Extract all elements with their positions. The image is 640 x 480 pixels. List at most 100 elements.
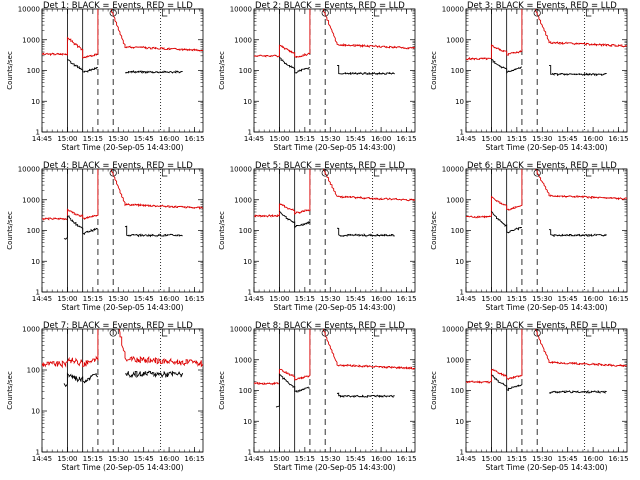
x-axis-label: Start Time (20-Sep-05 14:43:00) xyxy=(486,303,608,312)
x-tick-label: 14:45 xyxy=(244,135,264,143)
panel-title: Det 5: BLACK = Events, RED = LLD xyxy=(255,161,405,171)
panel-title: Det 1: BLACK = Events, RED = LLD xyxy=(43,1,193,11)
events-series-line xyxy=(67,59,183,74)
x-tick-label: 16:15 xyxy=(184,455,204,463)
events-series-line xyxy=(63,370,184,388)
lld-series-line xyxy=(466,169,627,219)
y-tick-label: 10000 xyxy=(442,326,464,334)
x-tick-label: 16:00 xyxy=(159,455,179,463)
x-tick-label: 15:00 xyxy=(57,295,77,303)
panel-title: Det 3: BLACK = Events, RED = LLD xyxy=(467,1,617,11)
y-axis-label: Counts/sec xyxy=(430,211,438,250)
x-tick-label: 15:15 xyxy=(295,295,315,303)
y-tick-label: 10 xyxy=(31,98,40,106)
y-tick-label: 1000 xyxy=(446,36,464,44)
y-tick-label: 100 xyxy=(27,227,40,235)
y-tick-label: 1000 xyxy=(446,196,464,204)
x-tick-label: 15:00 xyxy=(57,455,77,463)
lld-series-line xyxy=(42,9,203,59)
x-axis-label: Start Time (20-Sep-05 14:43:00) xyxy=(486,463,608,472)
x-tick-label: 15:30 xyxy=(320,135,340,143)
x-tick-label: 16:00 xyxy=(371,295,391,303)
panel-title: Det 6: BLACK = Events, RED = LLD xyxy=(467,161,617,171)
x-tick-label: 15:45 xyxy=(558,455,578,463)
y-tick-label: 10 xyxy=(31,258,40,266)
plot-frame xyxy=(253,328,416,453)
plot-frame xyxy=(465,328,628,453)
x-axis-label: Start Time (20-Sep-05 14:43:00) xyxy=(62,463,184,472)
x-tick-label: 16:15 xyxy=(608,135,628,143)
y-tick-label: 10000 xyxy=(18,6,40,14)
x-tick-label: 14:45 xyxy=(32,455,52,463)
start-annotation-marker xyxy=(533,329,541,337)
x-tick-label: 16:00 xyxy=(371,455,391,463)
x-tick-label: 15:00 xyxy=(269,455,289,463)
end-annotation-marker xyxy=(161,169,168,177)
panel-title: Det 8: BLACK = Events, RED = LLD xyxy=(255,321,405,331)
x-tick-label: 16:00 xyxy=(583,135,603,143)
plot-frame xyxy=(41,168,204,293)
lld-series-line xyxy=(42,329,203,369)
lld-series-line xyxy=(254,169,415,218)
x-tick-label: 15:45 xyxy=(346,455,366,463)
panel-det-5: Det 5: BLACK = Events, RED = LLD 1 10 100 10… xyxy=(218,161,417,312)
y-tick-label: 10 xyxy=(243,258,252,266)
end-annotation-marker xyxy=(373,169,380,177)
lld-series-line xyxy=(42,169,203,221)
y-tick-label: 1 xyxy=(460,289,464,297)
y-tick-label: 1 xyxy=(36,289,40,297)
events-series-line xyxy=(279,210,395,238)
plot-area xyxy=(254,329,415,452)
x-tick-label: 15:15 xyxy=(507,295,527,303)
x-tick-label: 15:15 xyxy=(295,455,315,463)
events-series-line xyxy=(63,215,183,240)
plot-area xyxy=(466,9,627,132)
x-tick-label: 14:45 xyxy=(32,135,52,143)
x-tick-label: 15:45 xyxy=(134,295,154,303)
y-tick-label: 100 xyxy=(451,387,464,395)
y-axis-label: Counts/sec xyxy=(430,371,438,410)
y-axis-label: Counts/sec xyxy=(6,211,14,250)
y-tick-label: 10 xyxy=(455,258,464,266)
y-tick-label: 1000 xyxy=(446,356,464,364)
y-tick-label: 10000 xyxy=(18,166,40,174)
plot-frame xyxy=(41,328,204,453)
x-tick-label: 15:45 xyxy=(558,135,578,143)
events-series-line xyxy=(491,374,607,394)
y-tick-label: 1000 xyxy=(234,356,252,364)
lld-series-line xyxy=(254,329,415,386)
x-tick-label: 16:15 xyxy=(396,455,416,463)
x-tick-label: 16:00 xyxy=(583,295,603,303)
plot-area xyxy=(466,329,627,452)
y-tick-label: 1 xyxy=(460,449,464,457)
x-tick-label: 15:30 xyxy=(320,455,340,463)
panel-det-2: Det 2: BLACK = Events, RED = LLD 1 10 100 10… xyxy=(218,1,417,152)
end-annotation-marker xyxy=(585,9,592,17)
plot-frame xyxy=(465,8,628,133)
plot-area xyxy=(254,169,415,292)
start-annotation-marker xyxy=(321,9,329,17)
x-tick-label: 16:15 xyxy=(184,135,204,143)
panel-det-3: Det 3: BLACK = Events, RED = LLD 1 10 100 10… xyxy=(430,1,629,152)
y-axis-label: Counts/sec xyxy=(6,51,14,90)
lld-series-line xyxy=(254,9,415,59)
events-series-line xyxy=(279,57,395,76)
y-tick-label: 100 xyxy=(239,227,252,235)
x-tick-label: 15:30 xyxy=(532,455,552,463)
x-axis-label: Start Time (20-Sep-05 14:43:00) xyxy=(274,303,396,312)
x-tick-label: 15:15 xyxy=(295,135,315,143)
plot-area xyxy=(42,9,203,132)
x-tick-label: 15:30 xyxy=(320,295,340,303)
y-tick-label: 10 xyxy=(243,418,252,426)
panel-title: Det 9: BLACK = Events, RED = LLD xyxy=(467,321,617,331)
start-annotation-marker xyxy=(321,169,329,177)
x-tick-label: 15:00 xyxy=(481,455,501,463)
y-tick-label: 1000 xyxy=(22,196,40,204)
x-tick-label: 16:15 xyxy=(608,455,628,463)
y-tick-label: 100 xyxy=(451,227,464,235)
plot-frame xyxy=(253,8,416,133)
end-annotation-marker xyxy=(585,169,592,177)
x-tick-label: 15:45 xyxy=(558,295,578,303)
x-tick-label: 15:45 xyxy=(134,135,154,143)
x-tick-label: 16:00 xyxy=(159,135,179,143)
